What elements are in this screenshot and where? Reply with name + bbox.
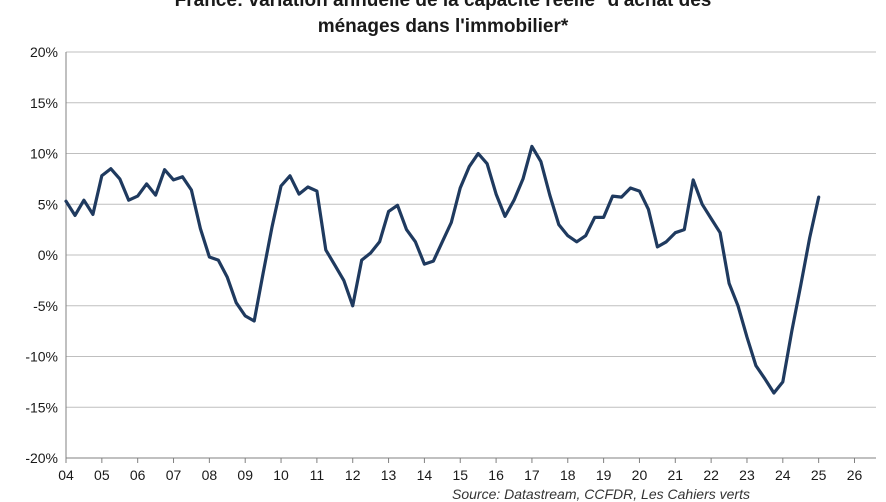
x-tick-label: 12	[345, 467, 361, 483]
x-tick-label: 26	[847, 467, 863, 483]
y-tick-label: 20%	[30, 44, 58, 60]
y-tick-label: -10%	[25, 349, 58, 365]
y-tick-labels: 20% 15% 10% 5% 0% -5% -10% -15% -20%	[25, 44, 58, 466]
x-tick-label: 25	[811, 467, 827, 483]
source-note: Source: Datastream, CCFDR, Les Cahiers v…	[452, 486, 750, 502]
x-tick-label: 18	[560, 467, 576, 483]
x-tick-label: 05	[94, 467, 110, 483]
x-tick-label: 20	[632, 467, 648, 483]
x-tick-label: 15	[452, 467, 468, 483]
series-line	[64, 144, 821, 395]
x-tick-label: 24	[775, 467, 791, 483]
x-tick-label: 16	[488, 467, 504, 483]
x-tick-label: 04	[58, 467, 74, 483]
y-tick-label: 15%	[30, 95, 58, 111]
x-tick-label: 06	[130, 467, 146, 483]
chart-title: France: variation annuelle de la capacit…	[0, 0, 886, 40]
y-tick-label: -20%	[25, 450, 58, 466]
chart-title-line-2: ménages dans l'immobilier*	[317, 16, 569, 37]
y-tick-label: 0%	[38, 247, 58, 263]
gridlines	[66, 51, 876, 459]
x-tick-label: 19	[596, 467, 612, 483]
x-tick-label: 13	[381, 467, 397, 483]
y-tick-label: 5%	[38, 196, 58, 212]
series-layer	[64, 144, 821, 395]
x-tick-label: 21	[668, 467, 684, 483]
x-tick-label: 09	[237, 467, 253, 483]
x-tick-labels: 04 05 06 07 08 09 10 11 12 13 14 15 16 17 18 19 20 21 22 23…	[58, 467, 862, 483]
x-tick-label: 17	[524, 467, 540, 483]
y-tick-label: 10%	[30, 146, 58, 162]
x-tick-label: 08	[202, 467, 218, 483]
y-tick-label: -15%	[25, 399, 58, 415]
x-tick-label: 10	[273, 467, 289, 483]
x-tick-label: 07	[166, 467, 182, 483]
x-tick-label: 23	[739, 467, 755, 483]
x-tick-label: 22	[703, 467, 719, 483]
x-tick-label: 14	[417, 467, 433, 483]
x-tick-label: 11	[310, 467, 325, 483]
y-tick-label: -5%	[33, 298, 58, 314]
chart-title-line-1: France: variation annuelle de la capacit…	[174, 0, 712, 11]
axes	[65, 52, 876, 463]
